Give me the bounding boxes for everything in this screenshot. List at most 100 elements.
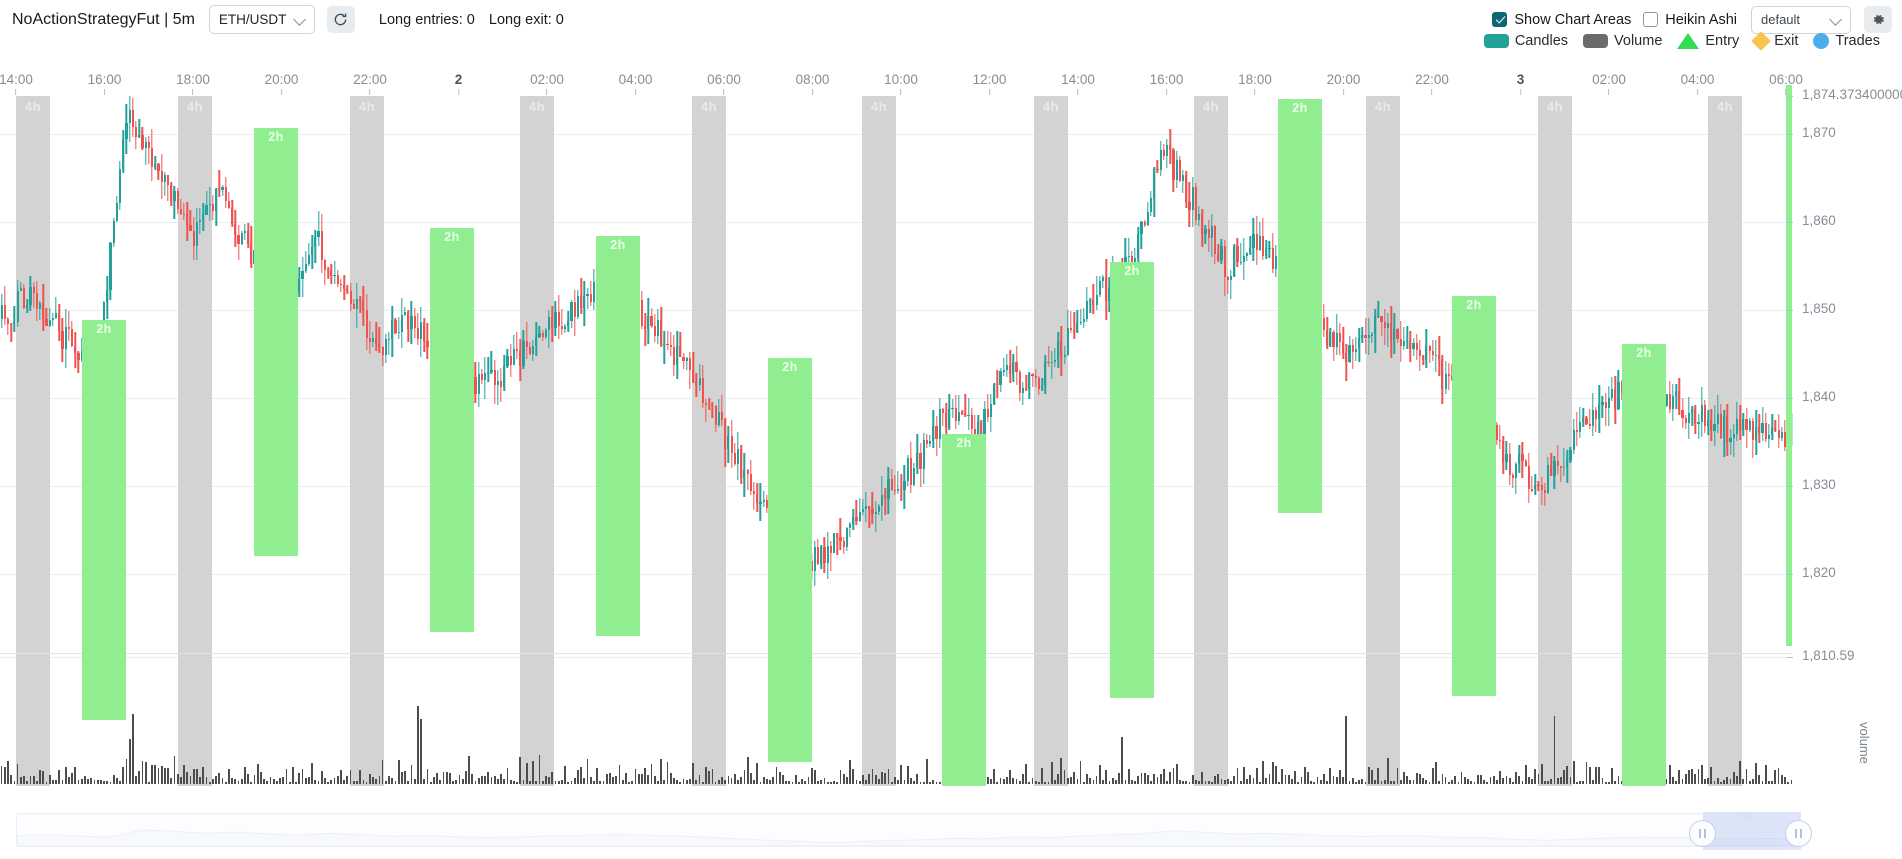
x-axis-tick: 16:00: [88, 72, 121, 95]
volume-bar: [1143, 773, 1146, 784]
candle-body: [150, 147, 154, 167]
candle: [1105, 96, 1108, 657]
candle-body: [541, 332, 544, 337]
volume-bar: [669, 772, 672, 784]
legend-item-candles[interactable]: Candles: [1483, 33, 1568, 49]
legend-item-trades[interactable]: Trades: [1813, 33, 1880, 49]
volume-bar: [324, 778, 326, 784]
volume-bar: [144, 761, 147, 784]
volume-bar: [1060, 757, 1063, 784]
candle: [1585, 96, 1588, 657]
volume-bar: [413, 779, 416, 784]
refresh-button[interactable]: [326, 6, 355, 33]
x-axis-tick-mark: [1431, 89, 1433, 95]
candle-body: [499, 381, 503, 388]
candle-body: [487, 371, 490, 374]
volume-bar: [1146, 775, 1149, 784]
candle-body: [346, 288, 349, 292]
volume-bar: [58, 770, 61, 784]
candle: [205, 96, 208, 657]
candle: [1755, 96, 1758, 657]
legend-item-exit[interactable]: Exit: [1751, 31, 1798, 51]
candle: [544, 96, 547, 657]
candle-wick: [871, 491, 874, 525]
volume-bar: [788, 781, 791, 784]
candle-body: [1514, 463, 1518, 479]
candle-wick: [942, 407, 944, 426]
candle-body: [679, 346, 682, 357]
volume-bar: [1470, 781, 1473, 784]
candle-body: [1415, 343, 1418, 351]
volume-bar: [1166, 781, 1168, 784]
candle-body: [1723, 416, 1726, 439]
candle: [663, 96, 666, 657]
candle: [339, 96, 343, 657]
range-navigator[interactable]: [16, 812, 1812, 850]
candle-body: [544, 329, 547, 337]
candle-body: [1073, 330, 1076, 332]
candle-body: [1188, 201, 1191, 210]
candle-wick: [1432, 339, 1434, 361]
candle-body: [1265, 248, 1268, 256]
pair-select[interactable]: ETH/USDT: [208, 5, 315, 34]
volume-bar: [1210, 781, 1213, 784]
candle-body: [234, 223, 237, 236]
legend-item-entry[interactable]: Entry: [1677, 33, 1739, 49]
show-chart-areas-checkbox[interactable]: Show Chart Areas: [1492, 12, 1631, 28]
volume-bar: [1511, 781, 1514, 784]
volume-bar: [1086, 773, 1088, 784]
volume-bar: [276, 780, 278, 784]
candle: [1402, 96, 1406, 657]
candle-body: [1585, 418, 1588, 425]
candlestick-plot[interactable]: 4h 4h 4h 4h 4h 4h 4h 4h 4h 4h 4h 2h 2h 2h 2h 2h 2h 2h 2h 2h…: [0, 96, 1793, 786]
candle: [509, 96, 512, 657]
navigator-left-handle[interactable]: [1689, 820, 1716, 847]
candle: [1156, 96, 1159, 657]
candle-body: [1204, 228, 1207, 234]
candle-body: [682, 356, 685, 362]
candle: [1229, 96, 1233, 657]
candle-body: [1207, 228, 1210, 239]
candle-body: [221, 187, 224, 191]
candle: [391, 96, 394, 657]
legend-item-volume[interactable]: Volume: [1583, 33, 1662, 49]
candle-body: [647, 316, 650, 329]
candle-wick: [1217, 243, 1219, 262]
candle: [1162, 96, 1165, 657]
volume-pane-separator: [0, 653, 1793, 654]
navigator-right-handle[interactable]: [1785, 820, 1812, 847]
volume-bar: [730, 777, 733, 784]
volume-bar: [61, 780, 64, 784]
candle: [1342, 96, 1345, 657]
candle-body: [13, 321, 16, 325]
x-axis-tick-label: 20:00: [264, 72, 299, 87]
volume-bar: [749, 773, 752, 784]
candle-body: [80, 351, 83, 361]
candle-body: [22, 288, 26, 309]
chart-area-label: 2h: [268, 130, 284, 144]
volume-bar: [1371, 770, 1373, 784]
volume-bar: [199, 776, 201, 784]
volume-bar: [1172, 768, 1175, 784]
candle: [394, 96, 397, 657]
nav-grip-icon[interactable]: [1741, 814, 1751, 820]
candle: [903, 96, 906, 657]
volume-bar: [1198, 780, 1200, 784]
volume-bar: [804, 781, 807, 784]
candle-body: [426, 341, 429, 347]
candle: [1566, 96, 1569, 657]
candle: [384, 96, 387, 657]
theme-select[interactable]: default: [1751, 5, 1851, 34]
navigator-window[interactable]: [1703, 812, 1801, 850]
settings-button[interactable]: [1864, 6, 1892, 33]
volume-bar: [516, 781, 518, 784]
volume-bar: [1105, 770, 1108, 784]
volume-bar: [420, 718, 422, 784]
x-axis-tick-mark: [103, 89, 105, 95]
heikin-ashi-checkbox[interactable]: Heikin Ashi: [1643, 12, 1737, 28]
candle: [1415, 96, 1418, 657]
candle-wick: [317, 211, 320, 246]
volume-bar: [1614, 780, 1617, 784]
candle: [199, 96, 202, 657]
candle-wick: [55, 296, 57, 319]
